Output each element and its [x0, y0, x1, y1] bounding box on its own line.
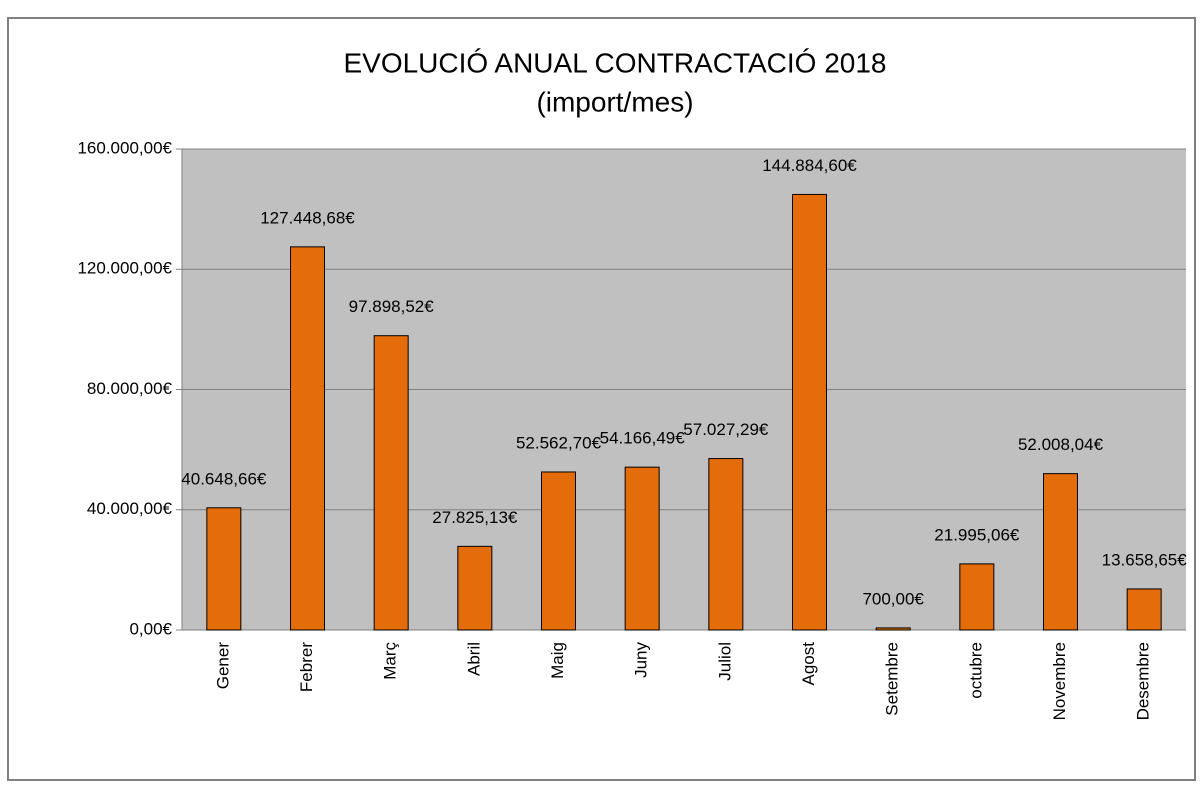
- bar: [875, 627, 911, 631]
- bar: [206, 507, 242, 631]
- data-label: 127.448,68€: [260, 208, 355, 227]
- y-tick-label: 0,00€: [129, 619, 172, 638]
- bar: [541, 471, 576, 631]
- data-label: 57.027,29€: [683, 420, 769, 439]
- x-tick-label: Maig: [548, 642, 567, 679]
- x-tick-label: Novembre: [1050, 642, 1069, 720]
- x-tick-label: Gener: [213, 642, 232, 690]
- x-tick-label: Juliol: [715, 642, 734, 681]
- bar: [624, 466, 660, 631]
- y-tick-label: 160.000,00€: [77, 138, 172, 157]
- bar: [290, 246, 325, 631]
- chart-subtitle: (import/mes): [536, 86, 693, 117]
- x-tick-label: octubre: [966, 642, 985, 699]
- bar: [1043, 473, 1078, 631]
- x-tick-label: Setembre: [883, 642, 902, 716]
- data-label: 54.166,49€: [600, 429, 686, 448]
- x-tick-label: Febrer: [297, 642, 316, 692]
- bar: [708, 458, 744, 631]
- data-label: 21.995,06€: [934, 525, 1020, 544]
- y-tick-label: 80.000,00€: [87, 379, 173, 398]
- x-tick-label: Març: [381, 642, 400, 680]
- x-tick-label: Juny: [632, 642, 651, 678]
- data-label: 27.825,13€: [432, 508, 518, 527]
- x-tick-label: Abril: [464, 642, 483, 676]
- bar: [373, 335, 409, 631]
- bar: [1126, 588, 1162, 631]
- bar: [959, 563, 995, 631]
- x-tick-label: Desembre: [1134, 642, 1153, 720]
- data-label: 97.898,52€: [349, 297, 435, 316]
- data-label: 40.648,66€: [181, 469, 267, 488]
- y-tick-label: 120.000,00€: [77, 259, 172, 278]
- data-label: 52.008,04€: [1018, 435, 1104, 454]
- chart-title: EVOLUCIÓ ANUAL CONTRACTACIÓ 2018: [343, 47, 886, 78]
- bar: [792, 193, 827, 631]
- data-label: 52.562,70€: [516, 433, 602, 452]
- data-label: 700,00€: [862, 589, 924, 608]
- x-tick-label: Agost: [799, 642, 818, 686]
- y-tick-label: 40.000,00€: [87, 499, 173, 518]
- bar: [457, 545, 493, 631]
- data-label: 13.658,65€: [1102, 550, 1188, 569]
- data-label: 144.884,60€: [762, 156, 857, 175]
